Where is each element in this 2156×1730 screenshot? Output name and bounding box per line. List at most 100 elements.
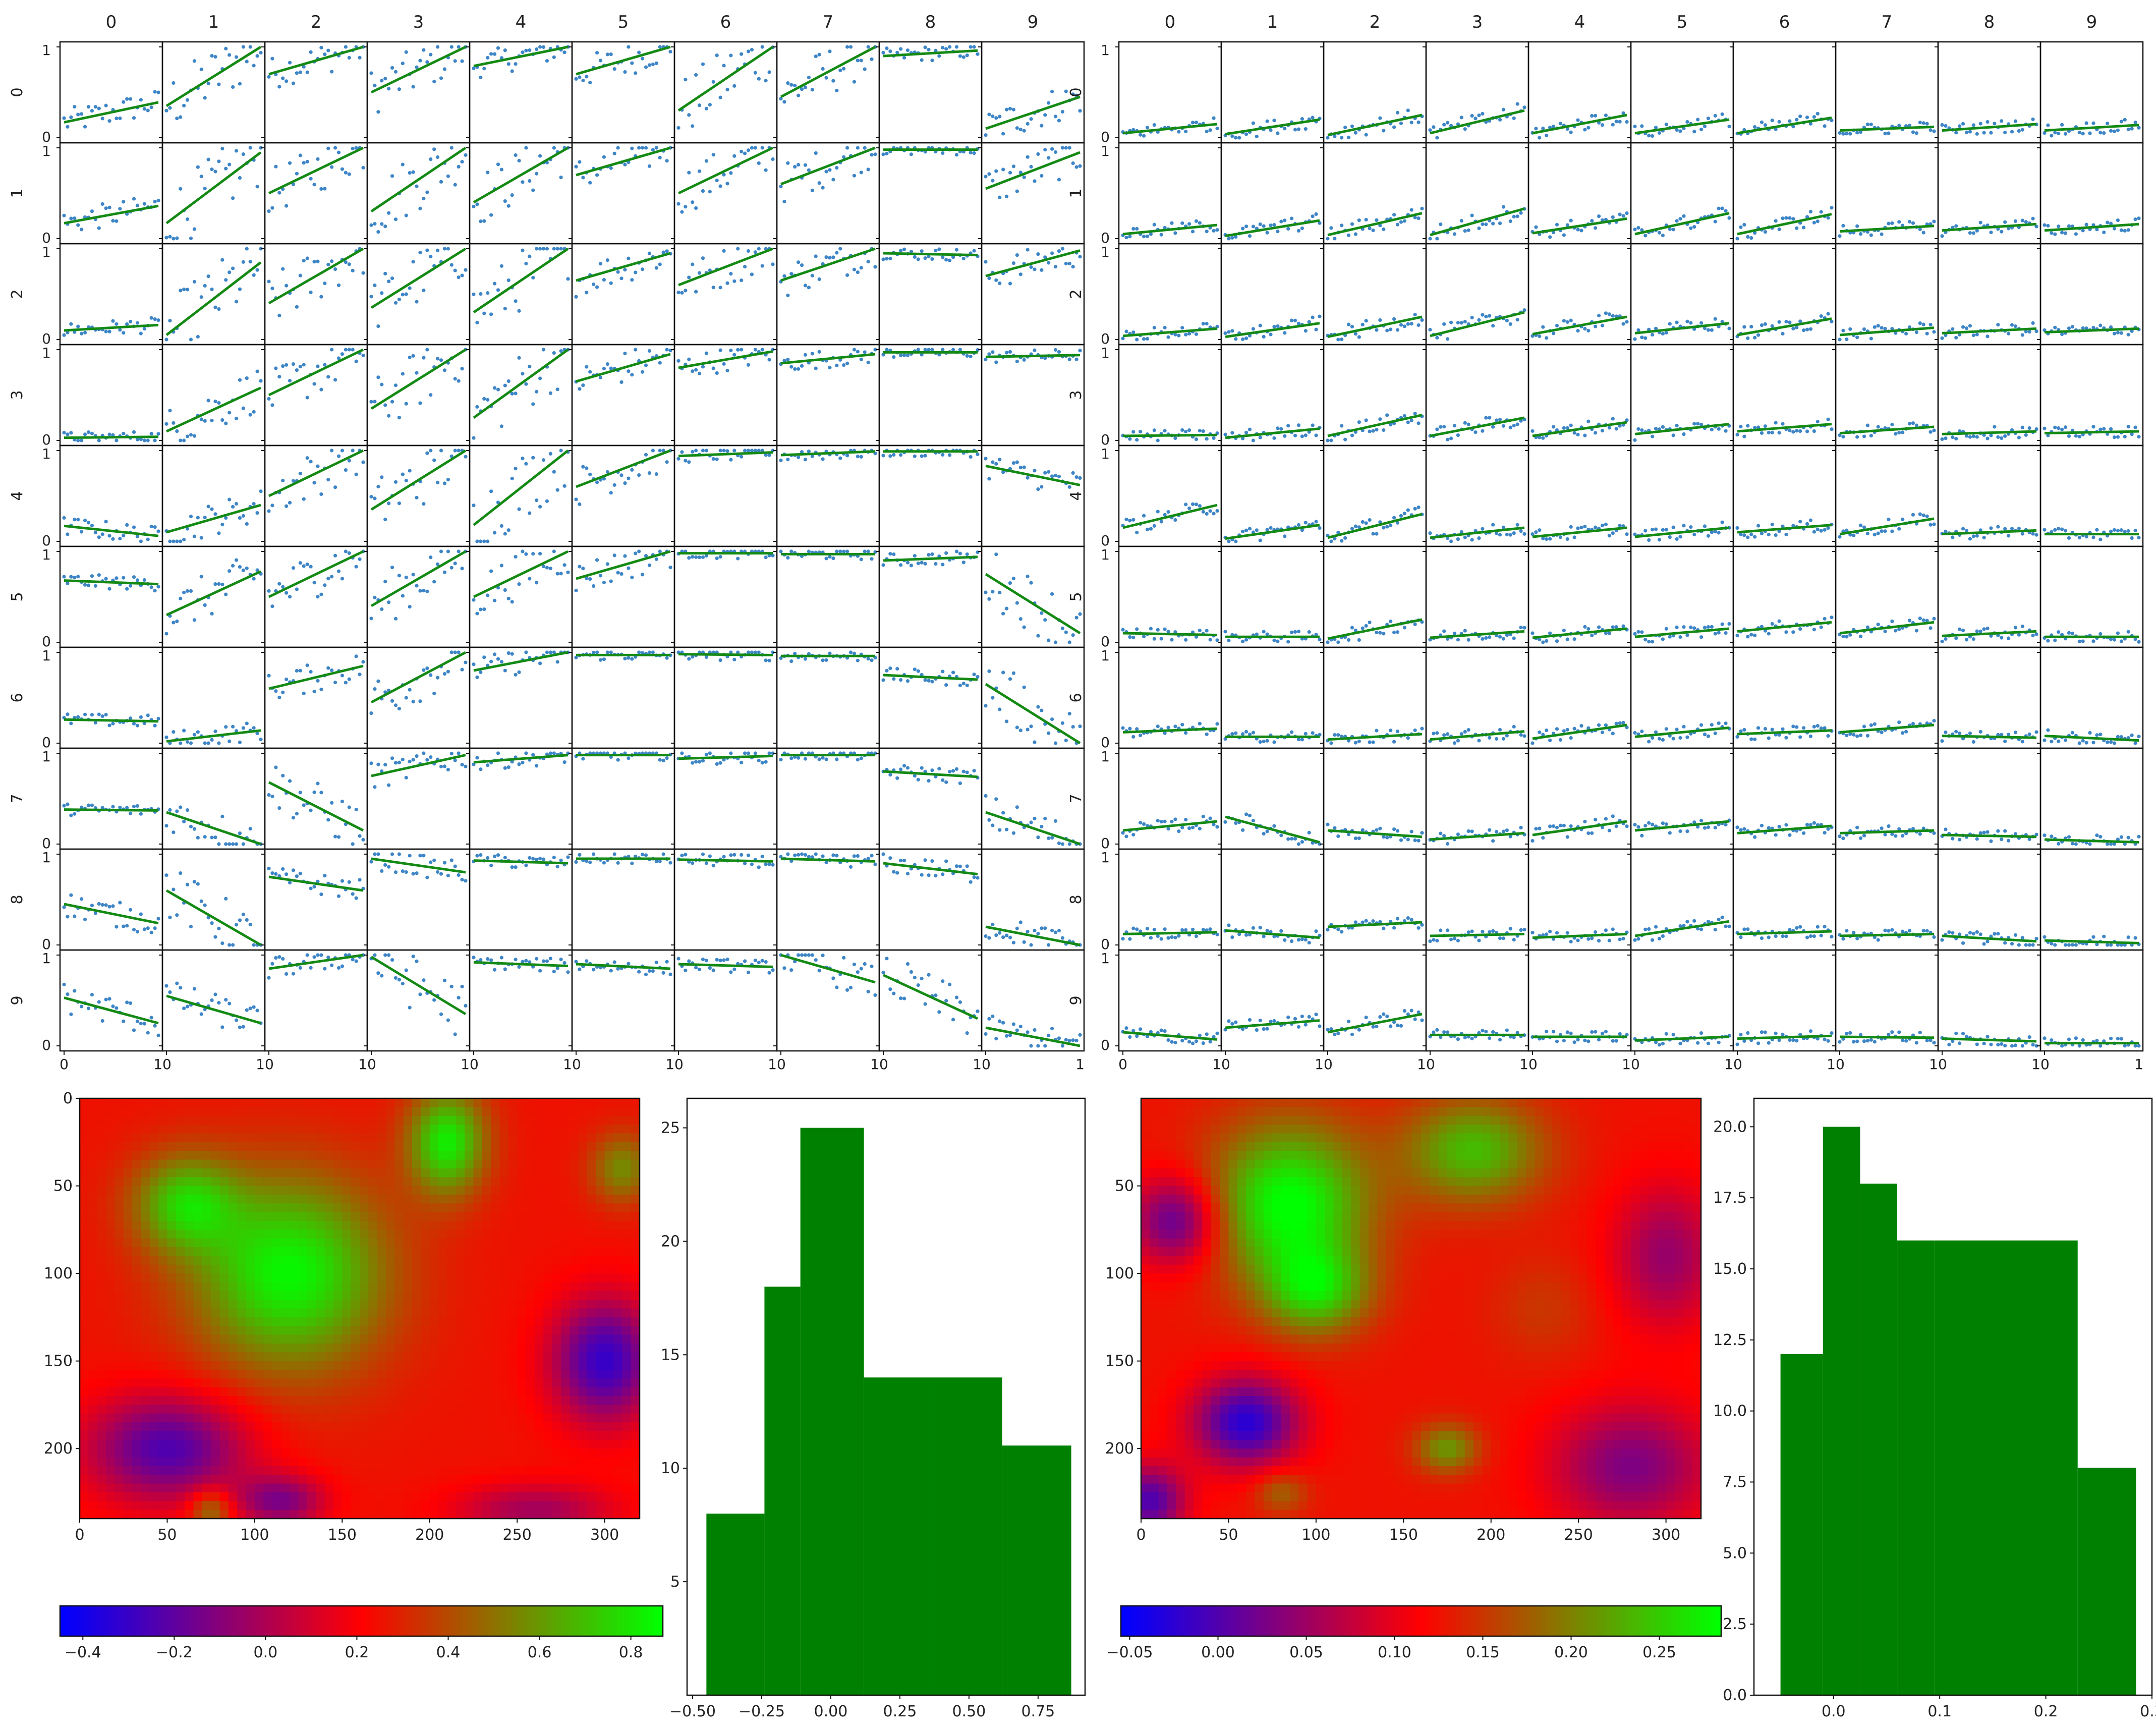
scatter-point xyxy=(1241,227,1244,230)
scatter-point xyxy=(818,969,821,972)
scatter-point xyxy=(306,256,309,260)
subplot-frame xyxy=(1938,345,2040,445)
scatter-point xyxy=(885,46,888,50)
scatter-point xyxy=(1019,128,1023,131)
scatter-point xyxy=(373,496,376,500)
scatter-point xyxy=(616,967,620,971)
scatter-point xyxy=(1163,628,1167,631)
scatter-point xyxy=(104,903,108,907)
scatter-point xyxy=(1068,640,1071,644)
subplot-frame xyxy=(777,849,879,950)
scatter-point xyxy=(302,803,306,807)
scatter-point xyxy=(1721,206,1724,210)
scatter-point xyxy=(528,255,531,258)
scatter-point xyxy=(962,682,966,685)
scatter-point xyxy=(786,81,789,85)
scatter-point xyxy=(464,879,467,882)
scatter-point xyxy=(2067,536,2071,540)
scatter-point xyxy=(277,375,281,378)
scatter-point xyxy=(994,360,998,364)
scatter-point xyxy=(1314,212,1318,216)
scatter-point xyxy=(1764,322,1767,326)
scatter-point xyxy=(599,658,602,662)
scatter-point xyxy=(306,563,309,566)
scatter-point xyxy=(390,174,394,178)
scatter-point xyxy=(729,853,732,857)
scatter-point xyxy=(101,903,104,907)
scatter-point xyxy=(1234,539,1237,543)
scatter-point xyxy=(797,260,800,264)
scatter-point xyxy=(390,276,394,280)
scatter-point xyxy=(1932,428,1936,432)
scatter-point xyxy=(998,591,1001,594)
scatter-point xyxy=(1350,125,1354,128)
scatter-point xyxy=(998,707,1001,711)
scatter-point xyxy=(1361,323,1365,326)
regression-line xyxy=(1123,435,1217,436)
subplot-frame xyxy=(674,647,777,748)
scatter-point xyxy=(1717,207,1721,210)
scatter-point xyxy=(715,958,719,962)
scatter-point xyxy=(1026,155,1030,159)
scatter-point xyxy=(175,913,179,917)
scatter-point xyxy=(496,162,500,166)
scatter-point xyxy=(562,563,566,567)
scatter-point xyxy=(122,534,125,537)
scatter-point xyxy=(493,386,496,389)
scatter-point xyxy=(2123,229,2127,233)
scatter-point xyxy=(966,1031,969,1035)
scatter-point xyxy=(401,982,405,985)
scatter-point xyxy=(1064,146,1068,149)
scatter-point xyxy=(991,350,994,354)
scatter-point xyxy=(662,971,665,975)
scatter-point xyxy=(793,367,797,371)
regression-line xyxy=(576,148,670,175)
scatter-point xyxy=(1615,427,1618,430)
scatter-point xyxy=(104,104,108,107)
scatter-point xyxy=(2014,120,2017,123)
scatter-point xyxy=(722,249,725,253)
scatter-point xyxy=(1672,433,1675,437)
scatter-point xyxy=(277,191,281,194)
scatter-point xyxy=(104,997,108,1001)
scatter-point xyxy=(941,872,944,876)
scatter-point xyxy=(235,559,238,562)
scatter-point xyxy=(436,249,439,252)
scatter-point xyxy=(486,56,489,60)
scatter-point xyxy=(373,596,376,599)
scatter-point xyxy=(1043,817,1047,820)
scatter-point xyxy=(740,52,743,56)
scatter-point xyxy=(853,963,856,966)
scatter-point xyxy=(1862,327,1866,331)
scatter-point xyxy=(129,320,132,323)
scatter-point xyxy=(1611,417,1615,420)
scatter-point xyxy=(1357,335,1361,339)
scatter-point xyxy=(1026,122,1030,126)
scatter-point xyxy=(1033,817,1036,820)
regression-line xyxy=(474,350,568,418)
scatter-point xyxy=(373,222,376,226)
scatter-point xyxy=(1329,438,1333,442)
scatter-point xyxy=(217,741,220,745)
scatter-point xyxy=(245,567,249,570)
scatter-point xyxy=(267,674,270,678)
scatter-point xyxy=(439,358,443,362)
scatter-point xyxy=(856,970,860,974)
scatter-point xyxy=(924,678,927,682)
scatter-point xyxy=(182,1007,186,1010)
scatter-point xyxy=(715,556,719,560)
scatter-point xyxy=(1033,929,1036,932)
scatter-point xyxy=(146,1031,150,1034)
scatter-point xyxy=(602,861,606,864)
scatter-point xyxy=(538,661,542,665)
scatter-point xyxy=(764,555,768,559)
scatter-point xyxy=(1054,640,1057,644)
scatter-point xyxy=(863,146,867,150)
scatter-point xyxy=(193,733,196,737)
scatter-point xyxy=(213,512,217,516)
scatter-point xyxy=(326,478,330,481)
scatter-point xyxy=(422,854,425,857)
scatter-point xyxy=(655,146,658,149)
scatter-point xyxy=(337,151,341,154)
scatter-point xyxy=(2042,131,2046,135)
